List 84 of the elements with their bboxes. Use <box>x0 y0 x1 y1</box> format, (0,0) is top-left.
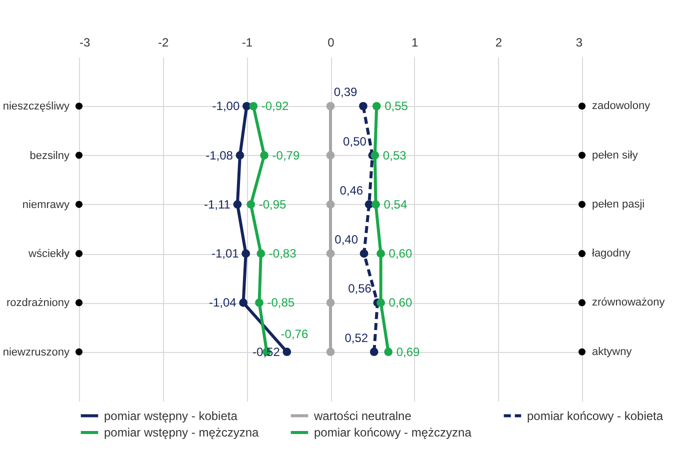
point <box>282 348 292 356</box>
y2-tick-label: zrównoważony <box>592 296 666 309</box>
point <box>326 151 335 160</box>
data-label: -0,83 <box>268 246 297 261</box>
point <box>326 298 335 307</box>
y-tick-label: bezsilny <box>30 150 70 162</box>
data-label: 0,56 <box>348 282 372 296</box>
data-label: 0,55 <box>384 99 408 114</box>
data-label: -1,04 <box>208 296 237 310</box>
legend-label: pomiar wstępny - mężczyzna <box>104 426 260 440</box>
x-tick-label: 1 <box>411 36 418 50</box>
data-label: 0,60 <box>388 246 412 261</box>
point <box>578 299 586 306</box>
point <box>360 249 368 258</box>
data-label: -0,79 <box>272 148 300 162</box>
point <box>326 348 335 356</box>
data-label: 0,69 <box>396 344 420 359</box>
point <box>236 151 244 160</box>
x-tick-label: -2 <box>158 36 169 50</box>
point <box>370 348 378 356</box>
point <box>75 152 83 159</box>
data-label: 0,50 <box>343 134 367 148</box>
data-label: -1,00 <box>212 99 240 114</box>
data-label: -1,01 <box>211 246 240 261</box>
data-label: -0,92 <box>261 99 290 114</box>
data-label: 0,54 <box>384 197 408 212</box>
point <box>578 200 586 208</box>
point <box>260 151 268 160</box>
point <box>256 249 266 258</box>
point <box>578 152 586 159</box>
point <box>326 200 335 209</box>
data-label: -0,95 <box>258 197 287 212</box>
point <box>246 200 256 209</box>
y-tick-label: niemrawy <box>22 198 70 211</box>
point <box>242 249 250 258</box>
x-tick-label: -1 <box>242 36 253 50</box>
data-label: 0,60 <box>388 296 412 310</box>
y2-tick-label: aktywny <box>592 346 632 358</box>
data-label: 0,40 <box>334 232 358 247</box>
point <box>578 348 586 356</box>
point <box>372 200 380 209</box>
data-label: 0,53 <box>382 148 407 162</box>
legend-label: pomiar końcowy - kobieta <box>527 408 664 423</box>
y-tick-label: niewzruszony <box>2 346 70 358</box>
y2-tick-label: łagodny <box>592 248 632 260</box>
point <box>75 299 83 306</box>
y2-tick-label: pełen siły <box>592 149 638 162</box>
point <box>75 200 83 208</box>
x-tick-label: 0 <box>328 36 335 50</box>
point <box>384 348 393 356</box>
data-label: 0,52 <box>344 330 368 345</box>
y-tick-label: nieszczęśliwy <box>2 100 70 113</box>
legend-label: wartości neutralne <box>313 408 412 423</box>
data-label: 0,46 <box>340 183 364 198</box>
point <box>75 250 83 258</box>
point <box>75 348 83 356</box>
point <box>75 102 83 110</box>
data-label: -1,08 <box>206 148 234 162</box>
y2-tick-label: zadowolony <box>592 100 651 112</box>
point <box>372 102 381 110</box>
y-tick-label: wściekły <box>28 248 70 260</box>
point <box>233 200 242 209</box>
point <box>359 102 368 110</box>
point <box>326 249 335 258</box>
point <box>578 102 586 110</box>
point <box>326 102 335 110</box>
point <box>370 151 380 160</box>
point <box>255 298 264 307</box>
point <box>376 298 385 307</box>
point <box>239 298 248 307</box>
x-tick-label: 3 <box>576 36 583 50</box>
point <box>376 249 385 258</box>
y-tick-label: rozdrażniony <box>6 297 70 310</box>
data-label: -1,11 <box>204 197 231 212</box>
data-label: -0,85 <box>267 296 295 310</box>
data-label: 0,39 <box>334 85 358 100</box>
y2-tick-label: pełen pasji <box>592 198 645 210</box>
x-tick-label: 2 <box>495 36 502 50</box>
legend-label: pomiar końcowy - mężczyzna <box>314 426 472 440</box>
legend-label: pomiar wstępny - kobieta <box>104 408 238 423</box>
x-tick-label: -3 <box>80 36 90 50</box>
point <box>249 102 258 110</box>
data-label: -0,76 <box>280 326 308 341</box>
point <box>578 250 586 258</box>
